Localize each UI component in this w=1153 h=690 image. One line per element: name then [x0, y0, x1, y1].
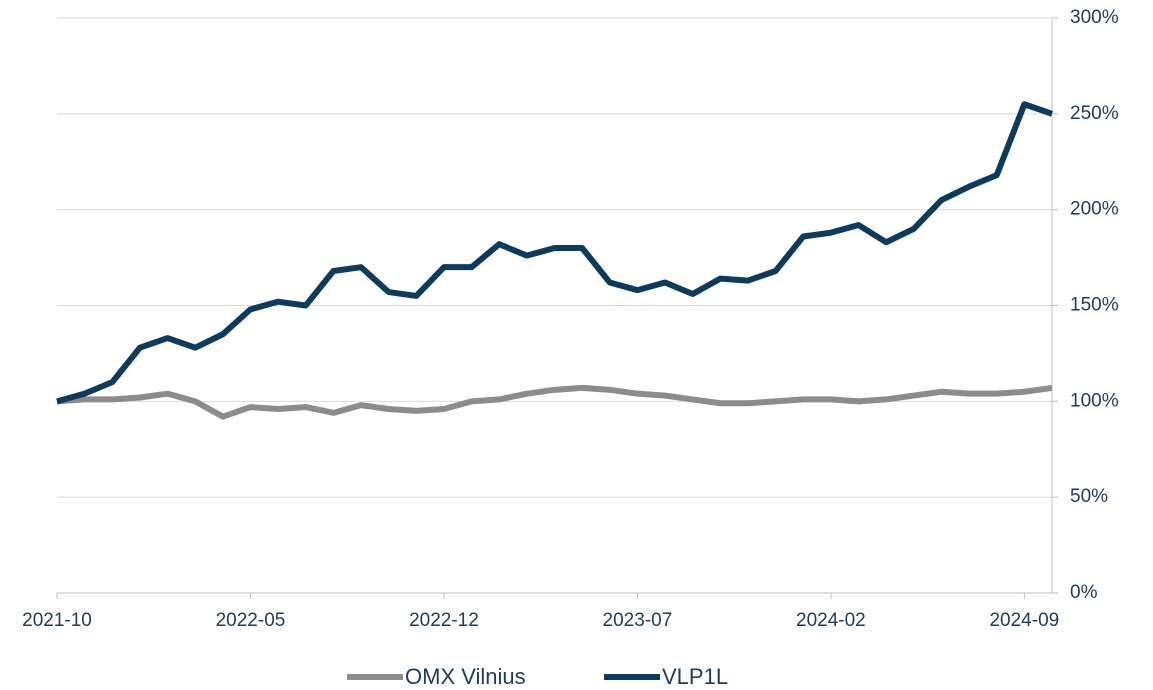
x-tick-label: 2022-12 — [409, 610, 479, 631]
x-tick-label: 2024-02 — [796, 610, 866, 631]
y-tick-label: 150% — [1070, 295, 1119, 316]
y-tick-label: 50% — [1070, 486, 1108, 507]
x-tick-label: 2022-05 — [216, 610, 286, 631]
series-line — [56, 384, 1053, 420]
x-tick-label: 2024-09 — [989, 610, 1059, 631]
y-tick-label: 0% — [1070, 582, 1098, 603]
y-tick-label: 100% — [1070, 390, 1119, 411]
series-line — [56, 101, 1053, 405]
x-tick-label: 2023-07 — [603, 610, 673, 631]
y-tick-label: 300% — [1070, 7, 1119, 28]
y-tick-label: 250% — [1070, 103, 1119, 124]
x-tick-label: 2021-10 — [22, 610, 92, 631]
legend-label: OMX Vilnius — [405, 664, 526, 689]
y-tick-label: 200% — [1070, 199, 1119, 220]
legend-label: VLP1L — [662, 664, 728, 689]
